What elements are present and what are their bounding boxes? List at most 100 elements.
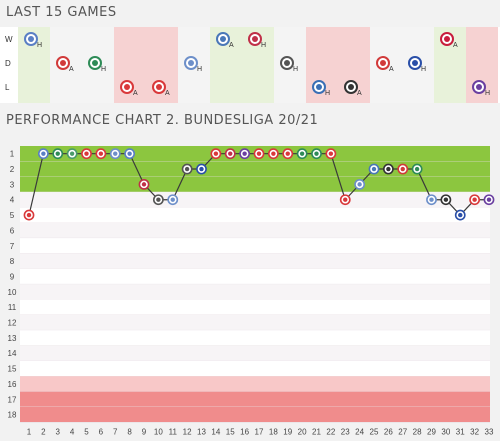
- x-tick-label: 28: [413, 427, 422, 436]
- matchday-point[interactable]: [138, 178, 150, 190]
- y-tick-label: 12: [8, 319, 17, 328]
- last-games-title: LAST 15 GAMES: [6, 5, 117, 20]
- matchday-point[interactable]: [109, 148, 121, 160]
- matchday-point[interactable]: [66, 148, 78, 160]
- matchday-point[interactable]: [224, 148, 236, 160]
- game-result-badge[interactable]: A: [344, 80, 362, 97]
- club-crest-center: [127, 151, 132, 156]
- x-tick-label: 33: [485, 427, 494, 436]
- club-crest-center: [26, 212, 32, 218]
- matchday-point[interactable]: [37, 148, 49, 160]
- matchday-point[interactable]: [81, 148, 92, 160]
- club-crest-center: [357, 182, 362, 187]
- club-crest-center: [444, 36, 450, 42]
- matchday-point[interactable]: [325, 148, 337, 160]
- matchday-point[interactable]: [339, 194, 351, 206]
- matchday-point[interactable]: [210, 148, 222, 160]
- game-result-badge[interactable]: H: [88, 56, 106, 73]
- matchday-point[interactable]: [124, 148, 136, 160]
- game-result-badge[interactable]: H: [312, 80, 330, 97]
- x-tick-label: 29: [427, 427, 436, 436]
- club-crest-center: [414, 166, 420, 172]
- matchday-point[interactable]: [181, 163, 193, 175]
- last-games-panel: W D L H A H A A H A H H H A A H A H: [0, 27, 500, 103]
- matchday-point[interactable]: [311, 148, 322, 160]
- matchday-point[interactable]: [397, 163, 409, 175]
- x-tick-label: 10: [154, 427, 163, 436]
- matchday-point[interactable]: [454, 209, 466, 221]
- x-tick-label: 14: [211, 427, 220, 436]
- matchday-point[interactable]: [196, 163, 207, 175]
- y-tick-label: 17: [8, 395, 17, 404]
- game-result-badge[interactable]: H: [184, 56, 202, 73]
- matchday-point[interactable]: [253, 148, 265, 160]
- row-label-d: D: [5, 59, 11, 68]
- matchday-point[interactable]: [52, 148, 64, 160]
- matchday-point[interactable]: [382, 163, 394, 175]
- game-result-badge[interactable]: A: [152, 80, 170, 97]
- venue-label: H: [261, 42, 266, 49]
- x-tick-label: 8: [127, 427, 132, 436]
- matchday-point[interactable]: [426, 194, 437, 206]
- x-tick-label: 19: [283, 427, 292, 436]
- matchday-point[interactable]: [483, 194, 495, 206]
- x-tick-label: 20: [298, 427, 307, 436]
- matchday-point[interactable]: [282, 148, 294, 160]
- game-result-badge[interactable]: A: [216, 32, 234, 49]
- matchday-point[interactable]: [267, 148, 279, 160]
- x-tick-label: 12: [183, 427, 192, 436]
- game-result-badge[interactable]: H: [408, 56, 426, 73]
- table-row-band: [20, 406, 490, 423]
- table-row-band: [20, 207, 490, 223]
- game-result-badge[interactable]: A: [376, 56, 394, 73]
- club-crest-center: [92, 60, 98, 66]
- x-tick-label: 25: [370, 427, 379, 436]
- matchday-point[interactable]: [368, 163, 380, 175]
- venue-label: A: [453, 42, 458, 49]
- x-tick-label: 6: [99, 427, 104, 436]
- table-row-band: [20, 299, 490, 315]
- x-tick-label: 9: [142, 427, 147, 436]
- y-tick-label: 3: [10, 180, 15, 189]
- club-crest-center: [188, 60, 194, 66]
- club-crest-center: [184, 166, 190, 172]
- table-row-band: [20, 360, 490, 377]
- game-result-badge[interactable]: A: [440, 32, 458, 49]
- game-result-badge[interactable]: H: [24, 32, 42, 49]
- game-result-badge[interactable]: H: [280, 56, 298, 73]
- y-tick-label: 15: [8, 365, 17, 374]
- game-result-badge[interactable]: H: [248, 32, 266, 49]
- table-row-band: [20, 222, 490, 239]
- x-tick-label: 2: [41, 427, 46, 436]
- matchday-point[interactable]: [354, 178, 366, 190]
- club-crest-center: [343, 197, 348, 202]
- y-tick-label: 2: [10, 165, 15, 174]
- matchday-point[interactable]: [469, 194, 481, 206]
- club-crest-center: [98, 151, 104, 156]
- table-row-band: [20, 253, 490, 269]
- game-result-badge[interactable]: A: [120, 80, 138, 97]
- game-result-badge[interactable]: A: [56, 56, 74, 73]
- matchday-point[interactable]: [23, 209, 35, 221]
- matchday-point[interactable]: [296, 148, 308, 160]
- venue-label: H: [37, 42, 42, 49]
- y-tick-label: 4: [10, 196, 15, 205]
- y-tick-label: 1: [10, 150, 15, 159]
- x-tick-label: 16: [240, 427, 249, 436]
- game-result-badge[interactable]: H: [472, 80, 490, 97]
- x-tick-label: 22: [326, 427, 335, 436]
- matchday-point[interactable]: [239, 148, 251, 160]
- venue-label: A: [133, 90, 138, 97]
- matchday-point[interactable]: [152, 194, 164, 206]
- y-tick-label: 6: [10, 226, 15, 235]
- x-tick-label: 17: [255, 427, 264, 436]
- matchday-point[interactable]: [440, 194, 452, 206]
- matchday-point[interactable]: [95, 148, 107, 160]
- matchday-point[interactable]: [411, 163, 423, 175]
- club-crest-center: [472, 197, 477, 202]
- x-tick-label: 32: [470, 427, 479, 436]
- matchday-point[interactable]: [167, 194, 179, 206]
- performance-chart-title: PERFORMANCE CHART 2. BUNDESLIGA 20/21: [6, 113, 319, 128]
- venue-label: A: [165, 90, 170, 97]
